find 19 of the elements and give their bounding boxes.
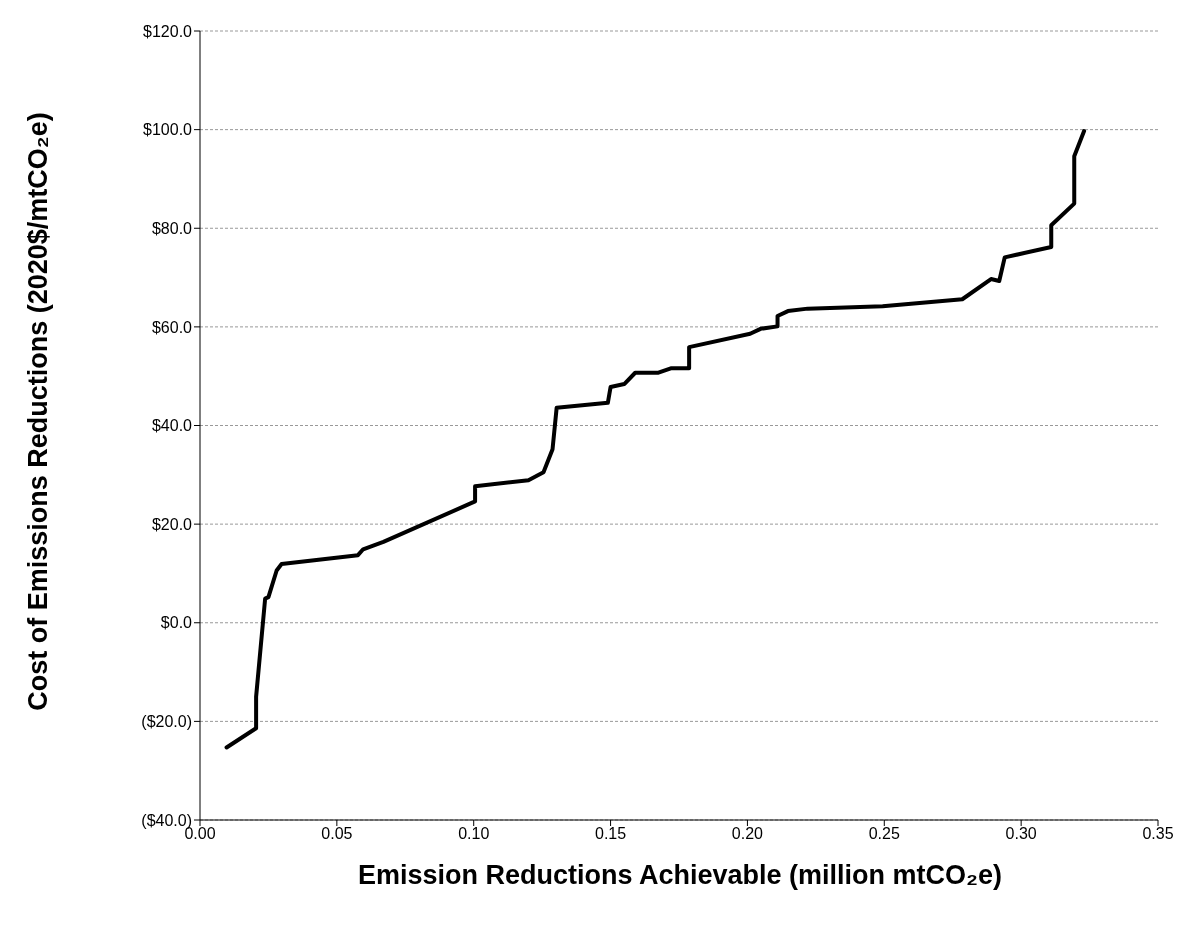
x-tick-label: 0.25 [868,825,900,843]
x-tick-label: 0.05 [321,825,353,843]
x-tick-label: 0.15 [595,825,627,843]
y-tick-label: $80.0 [151,219,193,237]
y-tick-label: $100.0 [143,121,193,139]
y-tick-label: ($40.0) [141,811,192,829]
x-tick-label: 0.10 [458,825,490,843]
y-tick-label: ($20.0) [141,713,192,731]
y-tick-label: $120.0 [143,22,193,40]
y-tick-label: $40.0 [151,417,193,435]
y-tick-label: $20.0 [151,515,193,533]
y-tick-label: $0.0 [160,614,193,632]
x-axis-title: Emission Reductions Achievable (million mtCO₂e) [356,860,1004,891]
x-tick-label: 0.30 [1005,825,1037,843]
y-axis-title: Cost of Emissions Reductions (2020$/mtCO₂e) [22,111,54,711]
x-tick-label: 0.20 [731,825,764,843]
line-series [224,129,1087,750]
x-tick-label: 0.35 [1142,825,1174,843]
y-tick-label: $60.0 [151,318,193,336]
